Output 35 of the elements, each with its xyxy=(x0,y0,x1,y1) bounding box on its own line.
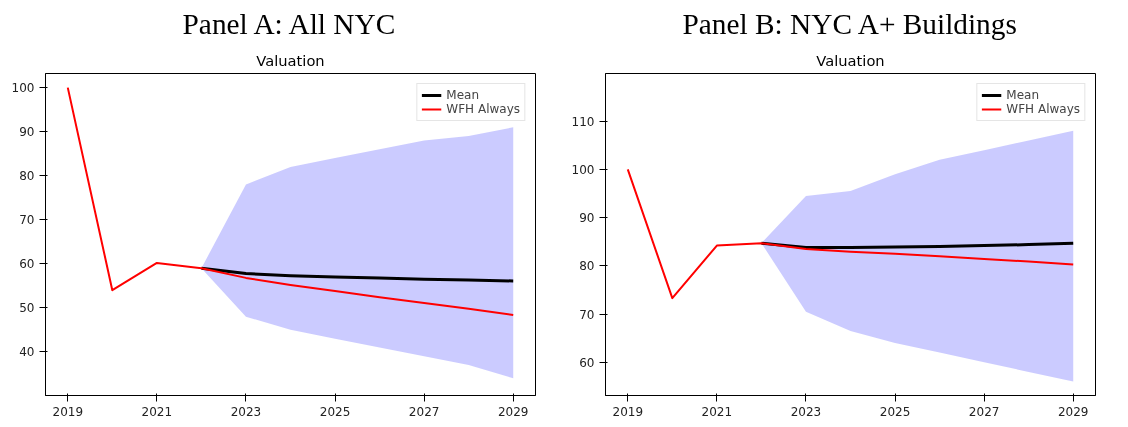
x-tick-label: 2025 xyxy=(879,404,911,419)
chart-subtitle: Valuation xyxy=(816,51,885,69)
chart-title: Panel A: All NYC xyxy=(182,7,396,40)
y-tick-label: 90 xyxy=(579,211,595,226)
x-tick-label: 2019 xyxy=(612,404,644,419)
y-tick-label: 100 xyxy=(11,81,35,96)
chart-subtitle: Valuation xyxy=(256,51,325,69)
y-tick-label: 70 xyxy=(579,307,595,322)
legend-label: Mean xyxy=(1006,88,1040,102)
y-tick-label: 60 xyxy=(579,355,595,370)
x-tick-label: 2025 xyxy=(319,404,351,419)
x-tick-label: 2019 xyxy=(52,404,84,419)
legend-label: Mean xyxy=(446,88,480,102)
x-tick-label: 2023 xyxy=(230,404,262,419)
x-tick-label: 2023 xyxy=(790,404,822,419)
x-tick-label: 2021 xyxy=(701,404,733,419)
x-tick-label: 2021 xyxy=(141,404,173,419)
chart-title: Panel B: NYC A+ Buildings xyxy=(682,7,1017,40)
x-tick-label: 2029 xyxy=(497,404,529,419)
y-tick-label: 60 xyxy=(19,257,35,272)
line-series xyxy=(626,168,1075,300)
line-series xyxy=(199,266,515,283)
x-tick-label: 2027 xyxy=(968,404,1000,419)
y-tick-label: 70 xyxy=(19,213,35,228)
y-tick-label: 100 xyxy=(571,162,595,177)
x-tick-label: 2029 xyxy=(1057,404,1089,419)
y-tick-label: 40 xyxy=(19,345,35,360)
y-tick-label: 80 xyxy=(579,259,595,274)
y-tick-label: 90 xyxy=(19,125,35,140)
y-tick-label: 80 xyxy=(19,169,35,184)
x-tick-label: 2027 xyxy=(408,404,440,419)
y-tick-label: 110 xyxy=(571,114,595,129)
legend-label: WFH Always xyxy=(1006,102,1080,116)
y-tick-label: 50 xyxy=(19,301,35,316)
legend-label: WFH Always xyxy=(446,102,520,116)
